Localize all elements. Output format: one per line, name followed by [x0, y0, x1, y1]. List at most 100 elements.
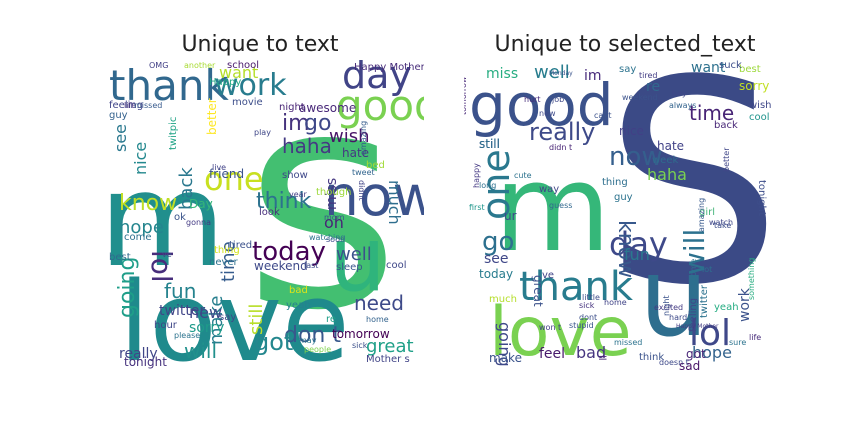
word-great: great: [366, 336, 414, 357]
word-doesn-t: doesn t: [659, 358, 689, 367]
word-stupid: stupid: [569, 321, 594, 330]
word-life: life: [749, 333, 761, 342]
word-time: time: [689, 101, 734, 125]
word-m: m: [494, 140, 611, 279]
word-thing: thing: [214, 245, 240, 256]
word-year: year: [289, 190, 308, 199]
word-one: one: [204, 160, 264, 198]
word-say: say: [219, 312, 236, 323]
word-tonight: tonight: [756, 180, 767, 216]
word-back: back: [714, 120, 738, 131]
word-awesome: awesome: [299, 101, 356, 115]
word-guy: guy: [614, 192, 633, 203]
word-live: live: [212, 163, 226, 172]
word-cant: cant: [594, 111, 612, 120]
word-sleep: sleep: [336, 262, 363, 273]
word-tomorrow: tomorrow: [464, 76, 468, 115]
word-yeah: yeah: [714, 302, 739, 313]
word-today: today: [479, 267, 513, 281]
word-happy-mother: Happy Mother: [354, 62, 424, 73]
word-much: much: [489, 294, 517, 305]
word-look: look: [259, 207, 280, 218]
word-come: come: [124, 232, 152, 243]
word-weekend: weekend: [254, 259, 308, 273]
panel-title-right: Unique to selected_text: [494, 32, 756, 57]
word-tomorrow: tomorrow: [332, 327, 390, 341]
word-back: back: [176, 167, 197, 210]
word-awesome: awesome: [689, 259, 698, 297]
word-mother-s: Mother s: [366, 354, 410, 365]
word-way: way: [539, 184, 559, 195]
word-hope: hope: [119, 217, 164, 238]
word-guy: guy: [109, 110, 128, 121]
word-watching: watching: [309, 233, 345, 242]
word-first: first: [469, 203, 485, 212]
word-hard: hard: [669, 313, 687, 322]
word-love: love: [119, 258, 350, 370]
word-m: m: [104, 144, 226, 296]
word-little: little: [582, 293, 600, 302]
word-still: still: [479, 137, 500, 151]
word-will: will: [678, 229, 711, 275]
word-want: want: [219, 63, 258, 82]
word-never: never: [209, 257, 239, 268]
word-best: best: [109, 252, 131, 263]
word-see: see: [484, 251, 509, 267]
word-amazing: amazing: [697, 198, 706, 232]
word-think: think: [256, 189, 312, 214]
word-love: love: [489, 293, 632, 370]
word-new: new: [539, 109, 556, 118]
word-still: still: [246, 304, 267, 335]
word-didn-t: didn t: [549, 143, 572, 152]
word-twitter: twitter: [159, 303, 205, 319]
word-life: life: [124, 101, 136, 110]
word-won-t: won t: [539, 323, 561, 332]
word-hey: hey: [672, 89, 687, 98]
word-really: really: [119, 346, 158, 362]
word-bed: bed: [366, 160, 385, 171]
word-sorry: sorry: [189, 320, 224, 336]
word-thank: thank: [519, 264, 634, 310]
word-ok: ok: [174, 212, 186, 223]
word-friend: friend: [209, 167, 244, 181]
word-week: week: [652, 155, 678, 166]
word-girl: girl: [699, 207, 715, 218]
word-fun: fun: [164, 279, 196, 303]
word-soon: soon: [326, 235, 345, 244]
word-ve: ve: [542, 270, 554, 281]
word-need: need: [354, 291, 404, 315]
word-show: show: [282, 170, 308, 181]
word-ve: ve: [162, 250, 172, 259]
word-got: got: [686, 347, 706, 361]
word-amazing: amazing: [359, 121, 368, 155]
word-see: see: [111, 124, 130, 152]
word-tonight: tonight: [124, 355, 167, 369]
word-omg: OMG: [149, 61, 168, 70]
word-thing: thing: [602, 177, 628, 188]
word-going: going: [495, 322, 514, 367]
word-sick: sick: [579, 301, 595, 310]
word-make: make: [489, 351, 522, 365]
word-people: people: [304, 345, 331, 354]
word-really: really: [529, 118, 595, 146]
word-suck: suck: [719, 60, 742, 71]
word-something: something: [747, 258, 756, 300]
word-last: last: [304, 261, 318, 270]
word-hour: hour: [154, 320, 178, 331]
word-feeling: feeling: [109, 100, 143, 111]
word-lol: lol: [145, 250, 178, 283]
word-haha: haha: [282, 134, 332, 158]
word-make: make: [206, 296, 227, 345]
word-home: home: [366, 315, 389, 324]
word-know: know: [119, 191, 177, 216]
word-u: u: [329, 207, 386, 312]
word-yeah: yeah: [286, 300, 311, 311]
word-play: play: [254, 128, 271, 137]
word-may: may: [299, 336, 317, 345]
word-one: one: [474, 149, 518, 220]
word-hurt: hurt: [524, 95, 541, 104]
word-cool: cool: [386, 260, 407, 271]
word-day: day: [609, 225, 668, 263]
